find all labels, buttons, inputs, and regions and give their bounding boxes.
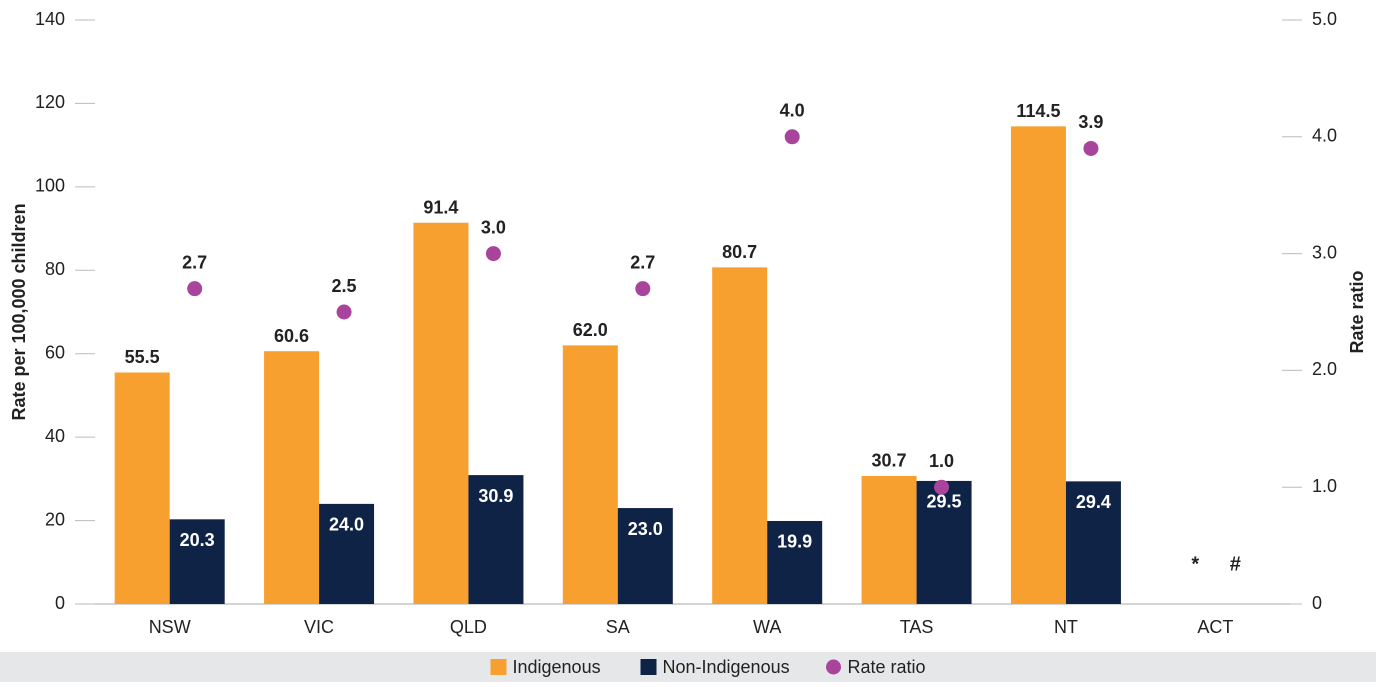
- y2-tick-label: 3.0: [1312, 242, 1337, 262]
- x-tick-label: NT: [1054, 617, 1078, 637]
- bar-value-label: 62.0: [573, 320, 608, 340]
- legend-band: [0, 652, 1376, 682]
- y2-tick-label: 0: [1312, 593, 1322, 613]
- ratio-value-label: 1.0: [929, 451, 954, 471]
- y2-tick-label: 1.0: [1312, 476, 1337, 496]
- x-tick-label: NSW: [149, 617, 191, 637]
- y-tick-label: 120: [35, 92, 65, 112]
- bar: [712, 267, 768, 604]
- legend-swatch: [826, 659, 841, 675]
- ratio-value-label: 3.0: [481, 217, 506, 237]
- ratio-value-label: 2.7: [630, 252, 655, 272]
- bar: [1065, 481, 1121, 604]
- y2-axis-title: Rate ratio: [1347, 270, 1367, 353]
- y-tick-label: 40: [45, 426, 65, 446]
- y-tick-label: 80: [45, 259, 65, 279]
- bar-value-label: 55.5: [125, 347, 160, 367]
- bar: [617, 508, 673, 604]
- y2-tick-label: 5.0: [1312, 9, 1337, 29]
- legend-label: Non-Indigenous: [663, 657, 790, 677]
- bar: [264, 351, 320, 604]
- bar-value-label: 60.6: [274, 326, 309, 346]
- bar: [1010, 126, 1066, 604]
- annotation: *: [1191, 553, 1199, 575]
- bar-value-label: 23.0: [628, 519, 663, 539]
- y2-tick-label: 4.0: [1312, 126, 1337, 146]
- y-tick-label: 0: [55, 593, 65, 613]
- bar: [319, 503, 375, 604]
- bar: [861, 475, 917, 604]
- x-tick-label: QLD: [450, 617, 487, 637]
- x-tick-label: VIC: [304, 617, 334, 637]
- bar-value-label: 30.9: [478, 486, 513, 506]
- y2-tick-label: 2.0: [1312, 359, 1337, 379]
- ratio-dot: [934, 479, 950, 495]
- ratio-dot: [336, 304, 352, 320]
- legend-swatch: [490, 659, 507, 675]
- ratio-dot: [485, 246, 501, 262]
- bar: [169, 519, 225, 604]
- bar: [413, 222, 469, 604]
- bar-value-label: 19.9: [777, 532, 812, 552]
- ratio-dot: [784, 129, 800, 145]
- y-tick-label: 140: [35, 9, 65, 29]
- bar-value-label: 24.0: [329, 515, 364, 535]
- x-tick-label: SA: [606, 617, 630, 637]
- bar: [562, 345, 618, 604]
- bar-value-label: 80.7: [722, 242, 757, 262]
- bar: [468, 475, 524, 604]
- bar-value-label: 29.5: [927, 492, 962, 512]
- x-tick-label: TAS: [900, 617, 934, 637]
- ratio-value-label: 2.7: [182, 252, 207, 272]
- legend-label: Indigenous: [513, 657, 601, 677]
- ratio-value-label: 3.9: [1078, 112, 1103, 132]
- ratio-dot: [1083, 140, 1099, 156]
- bar: [114, 372, 170, 604]
- y-axis-title: Rate per 100,000 children: [9, 203, 29, 420]
- ratio-dot: [187, 281, 203, 297]
- bar-value-label: 30.7: [872, 451, 907, 471]
- x-tick-label: ACT: [1197, 617, 1233, 637]
- bar-value-label: 20.3: [180, 530, 215, 550]
- bar: [916, 480, 972, 604]
- bar-value-label: 29.4: [1076, 492, 1111, 512]
- legend-swatch: [640, 659, 657, 675]
- y-tick-label: 60: [45, 342, 65, 362]
- ratio-dot: [635, 281, 651, 297]
- y-tick-label: 20: [45, 509, 65, 529]
- bar-value-label: 91.4: [423, 197, 458, 217]
- ratio-value-label: 2.5: [332, 276, 357, 296]
- bar: [767, 520, 823, 604]
- x-tick-label: WA: [753, 617, 781, 637]
- y-tick-label: 100: [35, 176, 65, 196]
- ratio-value-label: 4.0: [780, 101, 805, 121]
- legend-label: Rate ratio: [848, 657, 926, 677]
- annotation: #: [1230, 553, 1241, 575]
- bar-value-label: 114.5: [1016, 101, 1060, 121]
